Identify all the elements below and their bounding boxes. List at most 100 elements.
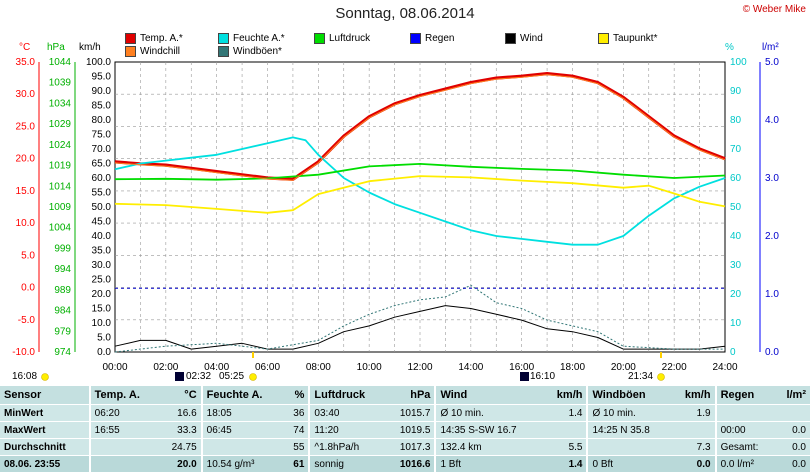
stats-row-avg: Durchschnitt 24.75 55 ^1.8hPa/h 1017.3 1… [0, 438, 810, 456]
temp-tick-label: 15.0 [16, 186, 36, 197]
x-tick-label: 04:00 [204, 362, 229, 373]
table-cell: 1.4 [543, 404, 588, 422]
legend-swatch [218, 46, 229, 57]
wind-unit-label: km/h [79, 42, 101, 53]
legend-item: Wind [505, 33, 543, 44]
table-cell: 1 Bft [434, 455, 544, 473]
table-cell: 74 [283, 421, 310, 439]
legend-label: Temp. A.* [140, 33, 183, 44]
humidity-tick-label: 50 [730, 202, 742, 213]
moon-time-2: 16:10 [530, 371, 556, 382]
table-cell [88, 438, 159, 456]
wind-tick-label: 30.0 [92, 260, 112, 271]
x-tick-label: 12:00 [407, 362, 432, 373]
wind-tick-label: 15.0 [92, 304, 112, 315]
humidity-tick-label: 10 [730, 318, 742, 329]
table-cell: 14:25 N 35.8 [586, 421, 672, 439]
wind-tick-label: 5.0 [97, 333, 111, 344]
x-tick-label: 20:00 [611, 362, 636, 373]
humidity-tick-label: 70 [730, 144, 742, 155]
table-cell: 20.0 [158, 455, 202, 473]
legend-item: Windböen* [218, 46, 282, 57]
legend-item: Windchill [125, 46, 180, 57]
pressure-tick-label: 1004 [49, 223, 72, 234]
row-label: MinWert [0, 404, 90, 422]
table-cell: 18:05 [200, 404, 284, 422]
rain-tick-label: 1.0 [765, 289, 779, 300]
table-cell: 1.9 [671, 404, 716, 422]
humidity-tick-label: 0 [730, 347, 736, 358]
wind-tick-label: 20.0 [92, 289, 112, 300]
wind-tick-label: 85.0 [92, 101, 112, 112]
pressure-tick-label: 979 [54, 326, 71, 337]
table-cell: 132.4 km [434, 438, 544, 456]
table-cell [543, 421, 588, 439]
table-cell [774, 404, 810, 422]
series-line-windchill [114, 74, 726, 181]
table-cell: 16:55 [88, 421, 159, 439]
x-tick-label: 00:00 [102, 362, 127, 373]
series-line-temp-a [114, 71, 726, 181]
table-cell: 0 Bft [586, 455, 672, 473]
table-cell: Ø 10 min. [434, 404, 544, 422]
table-cell: Ø 10 min. [586, 404, 672, 422]
humidity-tick-label: 90 [730, 86, 742, 97]
wind-tick-label: 40.0 [92, 231, 112, 242]
rain-tick-label: 4.0 [765, 115, 779, 126]
header-cell: l/m² [774, 386, 810, 405]
moon-icon [520, 372, 529, 381]
table-cell: 5.5 [543, 438, 588, 456]
stats-table: Sensor Temp. A. °C Feuchte A. % Luftdruc… [0, 386, 810, 473]
wind-tick-label: 100.0 [86, 57, 111, 68]
wind-tick-label: 95.0 [92, 72, 112, 83]
legend-label: Taupunkt* [613, 33, 658, 44]
humidity-tick-label: 100 [730, 57, 747, 68]
pressure-tick-label: 1024 [49, 140, 72, 151]
x-tick-label: 18:00 [560, 362, 585, 373]
x-tick-label: 14:00 [458, 362, 483, 373]
temp-tick-label: 10.0 [16, 218, 36, 229]
table-cell: 10.54 g/m³ [200, 455, 284, 473]
temp-tick-label: 5.0 [21, 250, 35, 261]
legend-swatch [125, 33, 136, 44]
table-cell: 24.75 [158, 438, 202, 456]
series-line-taupunkt [114, 175, 726, 214]
temp-tick-label: 20.0 [16, 154, 36, 165]
wind-tick-label: 75.0 [92, 130, 112, 141]
wind-tick-label: 55.0 [92, 188, 112, 199]
temp-tick-label: -10.0 [12, 347, 35, 358]
table-cell: 36 [283, 404, 310, 422]
legend-swatch [125, 46, 136, 57]
row-label: 08.06. 23:55 [0, 455, 90, 473]
rain-unit-label: l/m² [762, 42, 779, 53]
legend-label: Windböen* [233, 46, 282, 57]
humidity-tick-label: 60 [730, 173, 742, 184]
pressure-tick-label: 984 [54, 306, 71, 317]
series-line-windb-en [114, 284, 725, 353]
temp-tick-label: -5.0 [18, 315, 36, 326]
header-cell: Sensor [0, 386, 90, 405]
time-left: 16:08 [12, 371, 38, 382]
humidity-tick-label: 40 [730, 231, 742, 242]
legend-label: Regen [425, 33, 455, 44]
credit-text[interactable]: © Weber Mike [742, 4, 806, 15]
sun-marker [657, 373, 665, 381]
temp-tick-label: 35.0 [16, 57, 36, 68]
header-cell: Temp. A. [88, 386, 159, 405]
pressure-unit-label: hPa [47, 42, 65, 53]
rain-tick-label: 5.0 [765, 57, 779, 68]
pressure-tick-label: 1039 [49, 78, 72, 89]
table-cell: 61 [283, 455, 310, 473]
table-cell [586, 438, 672, 456]
pressure-tick-label: 974 [54, 347, 71, 358]
x-tick-label: 10:00 [357, 362, 382, 373]
header-cell: °C [158, 386, 202, 405]
x-tick-label: 24:00 [712, 362, 737, 373]
table-cell: 0.0 [774, 421, 810, 439]
table-cell: 06:45 [200, 421, 284, 439]
moon-time-1: 02:32 [186, 371, 212, 382]
table-cell: 0.0 [774, 455, 810, 473]
table-cell: 06:20 [88, 404, 159, 422]
table-cell [200, 438, 284, 456]
row-label: MaxWert [0, 421, 90, 439]
